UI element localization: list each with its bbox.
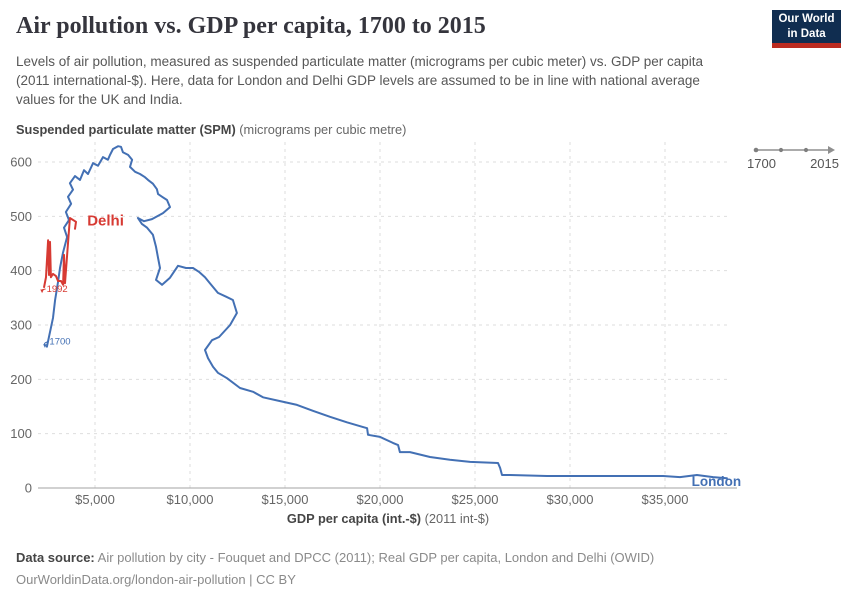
timeline-widget[interactable]: 1700 2015 xyxy=(744,144,842,171)
x-axis-title: GDP per capita (int.-$) (2011 int-$) xyxy=(38,511,738,526)
x-tick-label: $35,000 xyxy=(642,492,689,507)
y-tick-label: 300 xyxy=(10,318,32,333)
x-tick-label: $10,000 xyxy=(167,492,214,507)
data-source-text: Air pollution by city - Fouquet and DPCC… xyxy=(94,550,655,565)
citation-line[interactable]: OurWorldinData.org/london-air-pollution … xyxy=(16,571,296,587)
page-title: Air pollution vs. GDP per capita, 1700 t… xyxy=(16,13,486,39)
timeline-dot-end[interactable] xyxy=(803,147,809,153)
y-tick-label: 0 xyxy=(25,481,32,496)
delhi-line[interactable] xyxy=(43,217,77,288)
london-line[interactable] xyxy=(45,145,728,480)
y-tick-label: 100 xyxy=(10,426,32,441)
timeline-dot-mid[interactable] xyxy=(778,147,784,153)
y-axis-title: Suspended particulate matter (SPM) (micr… xyxy=(16,122,406,137)
y-tick-label: 200 xyxy=(10,372,32,387)
timeline-start-year: 1700 xyxy=(747,156,776,171)
x-tick-label: $15,000 xyxy=(262,492,309,507)
timeline-end-year: 2015 xyxy=(810,156,839,171)
x-tick-label: $30,000 xyxy=(547,492,594,507)
y-tick-label: 400 xyxy=(10,263,32,278)
timeline-dot-start[interactable] xyxy=(753,147,759,153)
chart-footer: Data source: Air pollution by city - Fou… xyxy=(16,547,654,590)
y-tick-label: 600 xyxy=(10,155,32,170)
x-tick-label: $5,000 xyxy=(75,492,115,507)
owid-logo[interactable]: Our World in Data xyxy=(772,10,841,48)
delhi-label: Delhi xyxy=(87,213,124,230)
london-start-year-label: 1700 xyxy=(49,337,70,348)
timeline-track[interactable] xyxy=(744,144,842,156)
delhi-start-arrow-icon xyxy=(41,288,46,292)
owid-logo-line1: Our World xyxy=(778,12,835,25)
owid-logo-line2: in Data xyxy=(787,27,826,40)
x-axis-title-unit: (2011 int-$) xyxy=(421,511,490,526)
delhi-start-arrowhead-icon xyxy=(40,289,44,294)
chart-subtitle: Levels of air pollution, measured as sus… xyxy=(16,54,704,108)
x-tick-label: $20,000 xyxy=(357,492,404,507)
timeline-arrow-icon xyxy=(828,146,835,154)
x-tick-label: $25,000 xyxy=(452,492,499,507)
data-source-label: Data source: xyxy=(16,550,95,565)
data-source-line: Data source: Air pollution by city - Fou… xyxy=(16,547,654,569)
y-axis-title-unit: (micrograms per cubic metre) xyxy=(235,122,407,137)
y-tick-label: 500 xyxy=(10,209,32,224)
y-axis-title-main: Suspended particulate matter (SPM) xyxy=(16,122,236,137)
x-axis-title-main: GDP per capita (int.-$) xyxy=(286,511,422,526)
